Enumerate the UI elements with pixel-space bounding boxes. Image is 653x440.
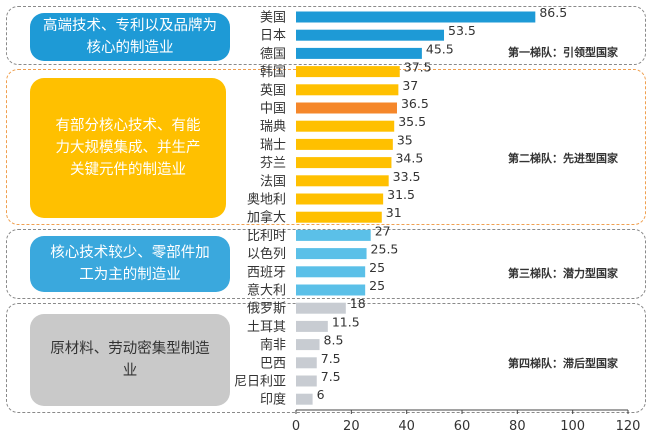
- bar: [296, 11, 536, 23]
- value-label: 7.5: [321, 351, 341, 366]
- x-tick-label: 60: [454, 419, 471, 434]
- tier4-label: 第四梯队：滞后型国家: [508, 357, 618, 370]
- x-tick-label: 0: [292, 419, 300, 434]
- value-label: 53.5: [448, 23, 476, 38]
- category-label: 意大利: [247, 283, 286, 299]
- value-label: 35.5: [398, 114, 426, 129]
- value-label: 31: [386, 205, 402, 220]
- category-label: 瑞士: [260, 138, 286, 153]
- value-label: 36.5: [401, 96, 429, 111]
- value-label: 18: [350, 296, 366, 311]
- bar: [296, 29, 445, 41]
- tier3-description: 核心技术较少、零部件加工为主的制造业: [30, 236, 230, 292]
- category-label: 芬兰: [260, 156, 286, 171]
- category-label: 南非: [260, 337, 286, 353]
- value-label: 37.5: [404, 60, 432, 75]
- category-label: 加拿大: [247, 210, 286, 226]
- tier1-label: 第一梯队：引领型国家: [508, 46, 618, 59]
- bar: [296, 302, 346, 314]
- category-label: 中国: [260, 102, 286, 117]
- category-label: 西班牙: [247, 265, 286, 280]
- bar: [296, 266, 366, 278]
- value-label: 86.5: [539, 5, 567, 20]
- category-label: 印度: [260, 392, 286, 408]
- bar: [296, 393, 313, 405]
- tier2-description: 有部分核心技术、有能力大规模集成、并生产关键元件的制造业: [30, 78, 226, 218]
- value-label: 25: [369, 260, 385, 275]
- bar: [296, 211, 382, 223]
- value-label: 45.5: [426, 41, 454, 56]
- tier3-group-box: [6, 229, 646, 299]
- value-label: 25: [369, 278, 385, 293]
- category-label: 韩国: [260, 65, 286, 80]
- tier3-label: 第三梯队：潜力型国家: [508, 267, 618, 280]
- bar: [296, 66, 400, 78]
- tier4-description: 原材料、劳动密集型制造业: [30, 314, 230, 406]
- x-tick-label: 120: [616, 419, 641, 434]
- category-label: 瑞典: [260, 120, 286, 135]
- tier2-label: 第二梯队：先进型国家: [508, 152, 618, 165]
- category-label: 俄罗斯: [247, 302, 286, 317]
- value-label: 7.5: [321, 369, 341, 384]
- category-label: 比利时: [247, 229, 286, 244]
- tier1-group-box: [6, 6, 646, 65]
- value-label: 31.5: [387, 187, 415, 202]
- bar: [296, 320, 328, 332]
- bar: [296, 175, 389, 187]
- category-label: 美国: [260, 11, 286, 26]
- value-label: 33.5: [393, 169, 421, 184]
- category-label: 尼日利亚: [234, 375, 286, 390]
- category-label: 以色列: [247, 246, 286, 262]
- tier1-description: 高端技术、专利以及品牌为核心的制造业: [30, 13, 230, 61]
- category-label: 日本: [260, 29, 286, 44]
- category-label: 英国: [260, 83, 286, 98]
- value-label: 11.5: [332, 314, 360, 329]
- x-tick-label: 20: [343, 419, 360, 434]
- value-label: 27: [375, 223, 391, 238]
- x-tick-label: 40: [398, 419, 415, 434]
- bar: [296, 47, 422, 59]
- bar: [296, 157, 392, 169]
- bar: [296, 138, 393, 150]
- x-tick-label: 100: [560, 419, 585, 434]
- value-label: 25.5: [371, 242, 399, 257]
- value-label: 34.5: [395, 151, 423, 166]
- value-label: 37: [402, 78, 418, 93]
- bar: [296, 120, 395, 132]
- category-label: 土耳其: [247, 320, 286, 335]
- value-label: 35: [397, 132, 413, 147]
- bar: [296, 84, 399, 96]
- bar: [296, 284, 366, 296]
- value-label: 6: [317, 387, 325, 402]
- category-label: 德国: [260, 47, 286, 62]
- bar: [296, 102, 397, 114]
- x-tick-label: 80: [509, 419, 526, 434]
- bar: [296, 375, 317, 387]
- category-label: 奥地利: [247, 193, 286, 208]
- value-label: 8.5: [324, 333, 344, 348]
- bar: [296, 339, 320, 351]
- category-label: 巴西: [260, 356, 286, 371]
- bar: [296, 357, 317, 369]
- bar: [296, 193, 384, 205]
- bar: [296, 229, 371, 241]
- category-label: 法国: [260, 174, 286, 189]
- bar: [296, 248, 367, 260]
